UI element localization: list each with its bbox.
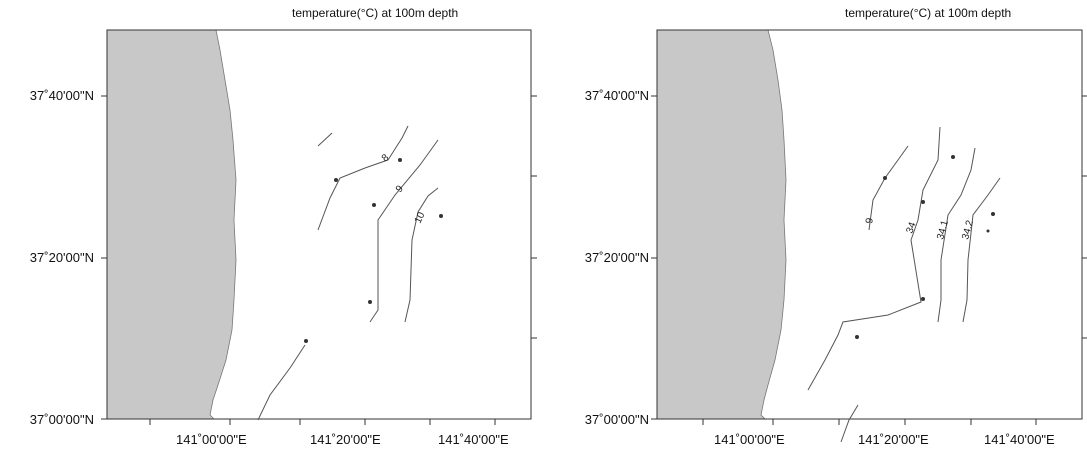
contour-label-34: 34 (904, 220, 918, 235)
contour-line (840, 404, 859, 443)
contour-label-9: 9 (394, 183, 406, 195)
contour-line (807, 126, 941, 391)
lat-label-37-40: 37˚40'00"N (584, 88, 649, 103)
contour-label-9: 9 (864, 217, 876, 225)
contour-label-34-1: 34.1 (935, 219, 951, 241)
map-title: temperature(°C) at 100m depth (845, 6, 1012, 20)
station-point (304, 339, 308, 343)
station-point (986, 229, 990, 233)
contour-label-8: 8 (380, 152, 392, 164)
lon-label-141-00: 141˚00'00"E (714, 432, 785, 447)
lat-label-37-40: 37˚40'00"N (29, 88, 94, 103)
contour-line (257, 344, 306, 421)
map-panel-right: temperature(°C) at 100m depth 37˚40'00"N… (543, 0, 1087, 452)
lon-label-141-40: 141˚40'00"E (438, 432, 509, 447)
lon-label-141-40: 141˚40'00"E (984, 432, 1055, 447)
contour-line (404, 187, 439, 323)
map-panel-left: temperature(°C) at 100m depth 37˚40'00"N… (0, 0, 543, 452)
lon-label-141-20: 141˚20'00"E (858, 432, 929, 447)
map-canvas: 9 34 34.1 34.2 (651, 29, 1087, 443)
lon-label-141-20: 141˚20'00"E (310, 432, 381, 447)
contour-line (962, 177, 1001, 323)
map-frame (656, 29, 1083, 420)
station-point (855, 335, 859, 339)
station-point (439, 214, 443, 218)
axis-ticks (101, 95, 537, 425)
contour-label-34-2: 34.2 (960, 219, 976, 241)
lat-label-37-20: 37˚20'00"N (584, 250, 649, 265)
station-point (921, 297, 925, 301)
station-point (991, 212, 995, 216)
station-point (372, 203, 376, 207)
station-point (921, 200, 925, 204)
station-point (883, 176, 887, 180)
map-frame (106, 29, 532, 420)
lat-label-37-00: 37˚00'00"N (584, 412, 649, 427)
station-point (398, 158, 402, 162)
land-area (106, 29, 237, 420)
map-canvas: 8 9 10 (101, 29, 537, 425)
contour-line (317, 125, 409, 231)
lat-label-37-00: 37˚00'00"N (29, 412, 94, 427)
axis-ticks (651, 95, 1087, 425)
lat-label-37-20: 37˚20'00"N (29, 250, 94, 265)
station-point (951, 155, 955, 159)
lon-label-141-00: 141˚00'00"E (176, 432, 247, 447)
land-area (656, 29, 787, 420)
station-point (334, 178, 338, 182)
contour-line (369, 139, 439, 323)
contour-label-10: 10 (413, 210, 428, 225)
station-point (368, 300, 372, 304)
contour-line (937, 147, 976, 323)
contour-line (868, 145, 909, 231)
stations (855, 155, 995, 339)
contour-line (317, 132, 333, 147)
stations (304, 158, 443, 343)
map-title: temperature(°C) at 100m depth (292, 6, 459, 20)
